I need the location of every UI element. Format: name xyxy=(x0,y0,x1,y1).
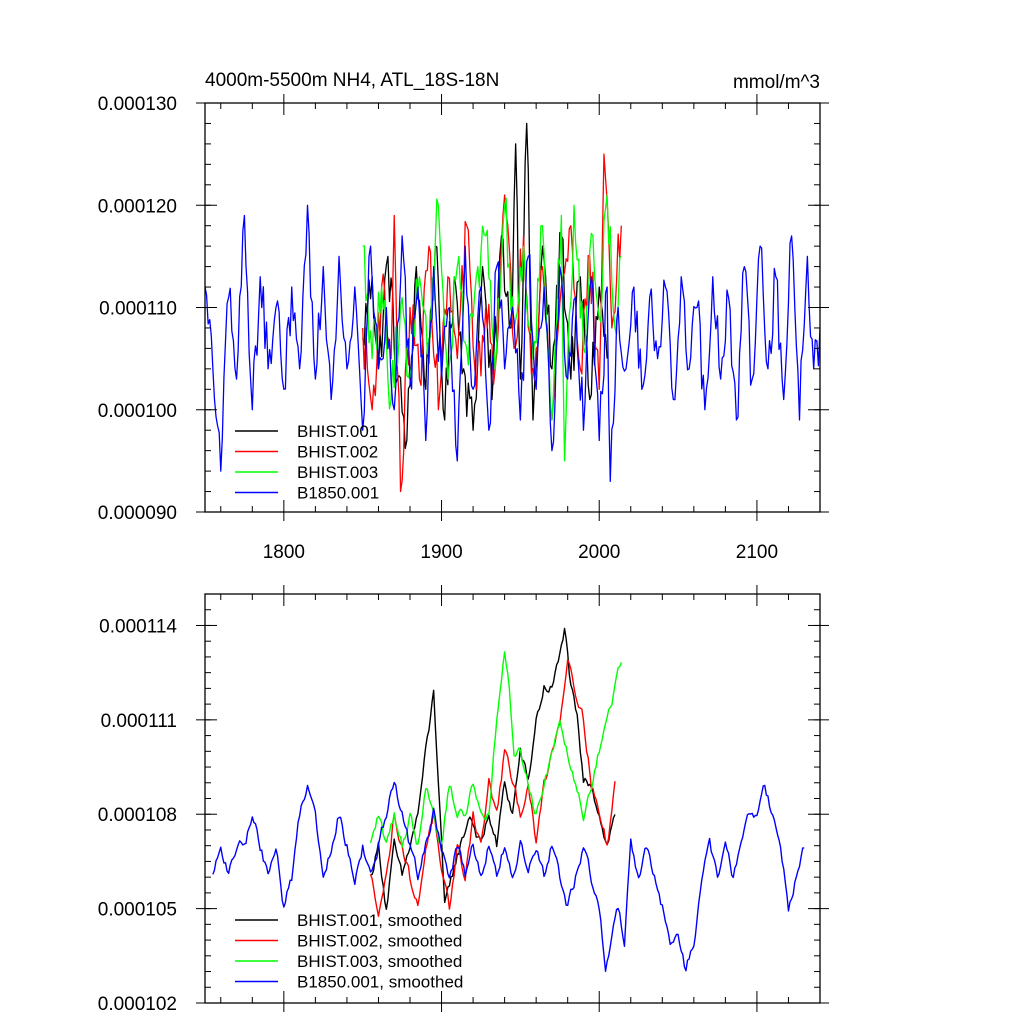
legend-label: BHIST.002, smoothed xyxy=(297,932,462,951)
y-tick-label: 0.000100 xyxy=(98,401,177,422)
legend-label: BHIST.003 xyxy=(297,463,378,482)
series-line-1 xyxy=(362,122,608,450)
y-tick-label: 0.000102 xyxy=(98,994,177,1015)
x-tick-label: 1900 xyxy=(420,542,462,563)
legend-label: BHIST.001, smoothed xyxy=(297,911,462,930)
legend-label: BHIST.003, smoothed xyxy=(297,952,462,971)
legend-label: BHIST.002 xyxy=(297,443,378,462)
legend-label: BHIST.001 xyxy=(297,422,378,441)
series-line-1 xyxy=(370,627,616,910)
units-label: mmol/m^3 xyxy=(733,72,820,93)
legend-label: B1850.001, smoothed xyxy=(297,973,463,992)
x-tick-label: 2100 xyxy=(736,542,778,563)
y-tick-label: 0.000110 xyxy=(99,299,177,320)
series-line-4 xyxy=(212,781,805,972)
y-tick-label: 0.000108 xyxy=(98,805,177,826)
series-line-4 xyxy=(205,204,820,482)
series-group xyxy=(212,627,805,972)
bottom-panel: 0.000102 0.000105 0.000108 0.000111 0.000114… xyxy=(98,585,829,1015)
y-tick-label: 0.000120 xyxy=(98,196,177,217)
chart-title: 4000m-5500m NH4, ATL_18S-18N xyxy=(205,70,499,91)
y-tick-label: 0.000090 xyxy=(98,503,177,524)
series-line-3 xyxy=(362,194,622,462)
top-panel: 1800 1900 2000 2100 0.000090 0.000100 0.000110… xyxy=(98,70,829,563)
y-tick-label: 0.000114 xyxy=(99,616,177,637)
y-tick-label: 0.000130 xyxy=(98,94,177,115)
x-tick-label: 2000 xyxy=(578,542,620,563)
y-tick-label: 0.000111 xyxy=(101,711,177,732)
series-group xyxy=(205,122,820,493)
series-line-2 xyxy=(362,153,622,493)
series-line-3 xyxy=(369,651,622,848)
x-tick-label: 1800 xyxy=(263,542,305,563)
legend-label: B1850.001 xyxy=(297,484,379,503)
series-line-2 xyxy=(369,659,616,917)
y-tick-label: 0.000105 xyxy=(98,900,177,921)
